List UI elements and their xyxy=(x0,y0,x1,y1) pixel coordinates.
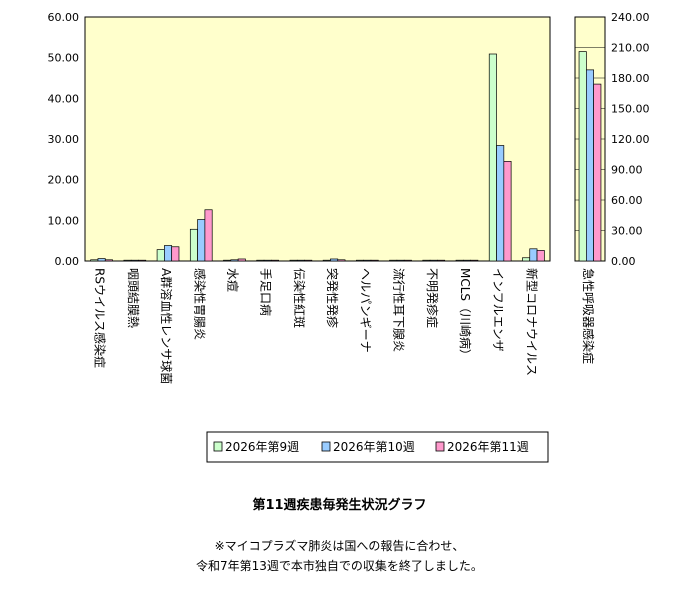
legend-swatch-1 xyxy=(213,441,223,452)
legend-label-1: 2026年第9週 xyxy=(225,440,299,454)
side-y-tick-label: 120.00 xyxy=(611,133,650,146)
side-y-axis: 0.00 30.00 60.00 90.00 120.00 150.00 180.00 210… xyxy=(611,11,650,268)
category-label: RSウイルス感染症 xyxy=(93,268,108,368)
main-y-tick-label: 20.00 xyxy=(48,174,80,187)
note-line-2: 令和7年第13週で本市独自での収集を終了しました。 xyxy=(196,559,483,573)
bar xyxy=(389,259,398,262)
bar xyxy=(156,249,165,262)
bar xyxy=(356,259,365,262)
chart-canvas: 0.00 10.00 20.00 30.00 40.00 50.00 60.00 RSウイル… xyxy=(48,11,650,463)
category-label: インフルエンザ xyxy=(491,268,505,352)
side-y-tick-label: 30.00 xyxy=(611,225,643,238)
bar xyxy=(270,259,279,262)
side-y-tick-label: 90.00 xyxy=(611,164,643,177)
side-y-tick-label: 180.00 xyxy=(611,72,650,85)
bar xyxy=(138,259,147,262)
legend-label-3: 2026年第11週 xyxy=(447,440,529,454)
side-bar xyxy=(593,83,602,262)
category-label: MCLS（川崎病） xyxy=(458,268,473,361)
bar xyxy=(289,259,298,262)
category-label: 新型コロナウイルス xyxy=(524,268,539,376)
graph-title: 第11週疾患毎発生状況グラフ xyxy=(252,498,427,513)
legend-label-2: 2026年第10週 xyxy=(333,440,415,454)
note: ※マイコプラズマ肺炎は国への報告に合わせ、 令和7年第13週で本市独自での収集を… xyxy=(0,536,679,576)
bar xyxy=(488,53,497,262)
main-y-tick-label: 50.00 xyxy=(48,52,80,65)
category-label: 手足口病 xyxy=(259,268,274,316)
legend: 2026年第9週 2026年第10週 2026年第11週 xyxy=(206,431,549,463)
bar xyxy=(189,228,198,262)
bar xyxy=(123,259,132,262)
category-label: 不明発疹症 xyxy=(425,268,440,328)
bar xyxy=(536,250,545,262)
main-plot-area xyxy=(84,16,551,262)
main-y-tick-label: 0.00 xyxy=(55,255,80,268)
side-y-tick-label: 210.00 xyxy=(611,42,650,55)
main-y-tick-label: 10.00 xyxy=(48,214,80,227)
bar xyxy=(90,259,99,262)
bar xyxy=(337,259,346,262)
side-category-labels: 急性呼吸器感染症 xyxy=(581,268,596,364)
bar xyxy=(429,259,438,262)
category-label: ヘルパンギーナ xyxy=(358,268,372,353)
bar xyxy=(237,258,246,262)
main-y-tick-label: 60.00 xyxy=(48,11,80,24)
main-y-tick-label: 30.00 xyxy=(48,133,80,146)
side-bar xyxy=(585,69,594,262)
bar xyxy=(223,259,232,262)
note-line-1: ※マイコプラズマ肺炎は国への報告に合わせ、 xyxy=(214,539,465,553)
bar xyxy=(304,259,313,262)
bar xyxy=(370,259,379,262)
category-label: 突発性発疹 xyxy=(325,268,340,328)
bar xyxy=(455,259,464,262)
bar xyxy=(104,259,113,262)
main-y-tick-label: 40.00 xyxy=(48,92,80,105)
bar xyxy=(522,257,531,262)
side-y-tick-label: 60.00 xyxy=(611,194,643,207)
bar xyxy=(503,161,512,262)
main-bars xyxy=(90,53,545,262)
bar xyxy=(529,248,538,262)
side-y-tick-label: 0.00 xyxy=(611,255,636,268)
main-y-axis: 0.00 10.00 20.00 30.00 40.00 50.00 60.00 xyxy=(48,11,80,268)
bar xyxy=(363,259,372,262)
category-label: 水痘 xyxy=(225,268,240,292)
legend-swatch-2 xyxy=(321,441,331,452)
bar xyxy=(330,258,339,262)
main-category-labels: RSウイルス感染症 咽頭結膜熱 A群溶血性レンサ球菌 感染性胃腸炎 水痘 手足口病 伝染性紅… xyxy=(93,268,540,384)
side-y-tick-label: 240.00 xyxy=(611,11,650,24)
bar xyxy=(164,245,173,262)
bar xyxy=(403,259,412,262)
bar xyxy=(230,259,239,262)
bar xyxy=(322,259,331,262)
bar xyxy=(470,259,479,262)
bar xyxy=(296,259,305,262)
side-bar xyxy=(578,51,587,262)
bar xyxy=(496,145,505,262)
bar xyxy=(204,209,213,262)
category-label: 咽頭結膜熱 xyxy=(126,268,140,328)
category-label: 流行性耳下腺炎 xyxy=(392,268,406,352)
side-bars xyxy=(578,51,602,262)
legend-box xyxy=(206,431,549,463)
bar xyxy=(422,259,431,262)
bar xyxy=(97,258,106,262)
side-category-label: 急性呼吸器感染症 xyxy=(581,268,596,364)
bar xyxy=(130,259,139,262)
legend-swatch-3 xyxy=(435,441,445,452)
category-label: 伝染性紅斑 xyxy=(292,268,307,328)
category-label: A群溶血性レンサ球菌 xyxy=(159,268,174,384)
bar xyxy=(256,259,265,262)
bar xyxy=(197,219,206,262)
bar xyxy=(462,259,471,262)
side-y-tick-label: 150.00 xyxy=(611,103,650,116)
bar xyxy=(437,259,446,262)
bar xyxy=(396,259,405,262)
category-label: 感染性胃腸炎 xyxy=(192,268,207,340)
bar xyxy=(171,246,180,262)
bar xyxy=(263,259,272,262)
